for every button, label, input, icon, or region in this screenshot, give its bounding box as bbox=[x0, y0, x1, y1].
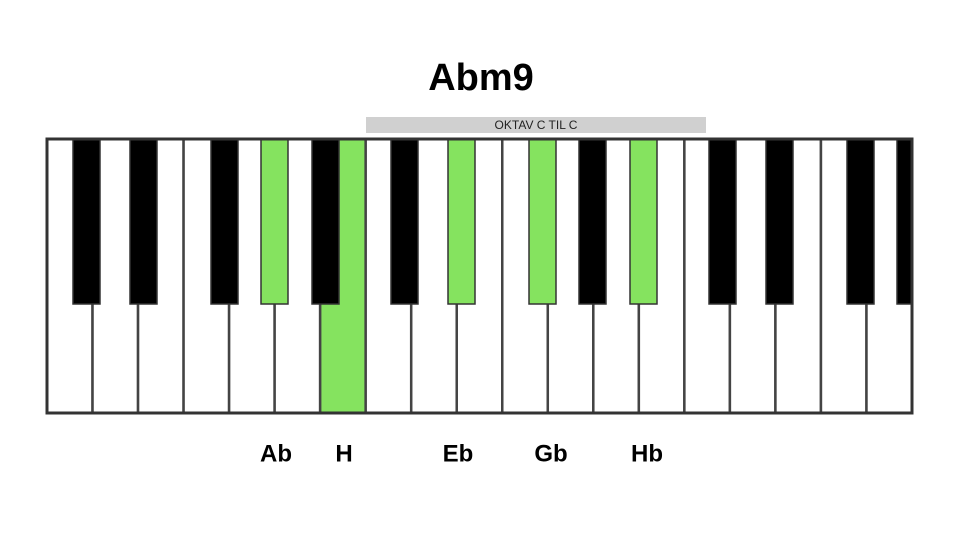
title: Abm9 bbox=[428, 57, 534, 99]
note-label: Ab bbox=[260, 440, 292, 467]
black-key bbox=[260, 138, 289, 305]
note-label: H bbox=[335, 440, 352, 467]
octave-label: OKTAV C TIL C bbox=[495, 118, 578, 132]
black-key bbox=[210, 138, 239, 305]
black-key bbox=[846, 138, 875, 305]
note-label: Eb bbox=[443, 440, 474, 467]
black-key bbox=[447, 138, 476, 305]
keyboard-border bbox=[45, 137, 914, 415]
black-key bbox=[390, 138, 419, 305]
note-label: Gb bbox=[534, 440, 567, 467]
black-key bbox=[896, 138, 913, 305]
black-key bbox=[629, 138, 658, 305]
black-key bbox=[528, 138, 557, 305]
black-key bbox=[578, 138, 607, 305]
note-label: Hb bbox=[631, 440, 663, 467]
octave-bar bbox=[366, 117, 706, 133]
black-key bbox=[72, 138, 101, 305]
black-key bbox=[708, 138, 737, 305]
black-key bbox=[765, 138, 794, 305]
black-key bbox=[129, 138, 158, 305]
black-key bbox=[311, 138, 340, 305]
keyboard bbox=[45, 137, 914, 415]
